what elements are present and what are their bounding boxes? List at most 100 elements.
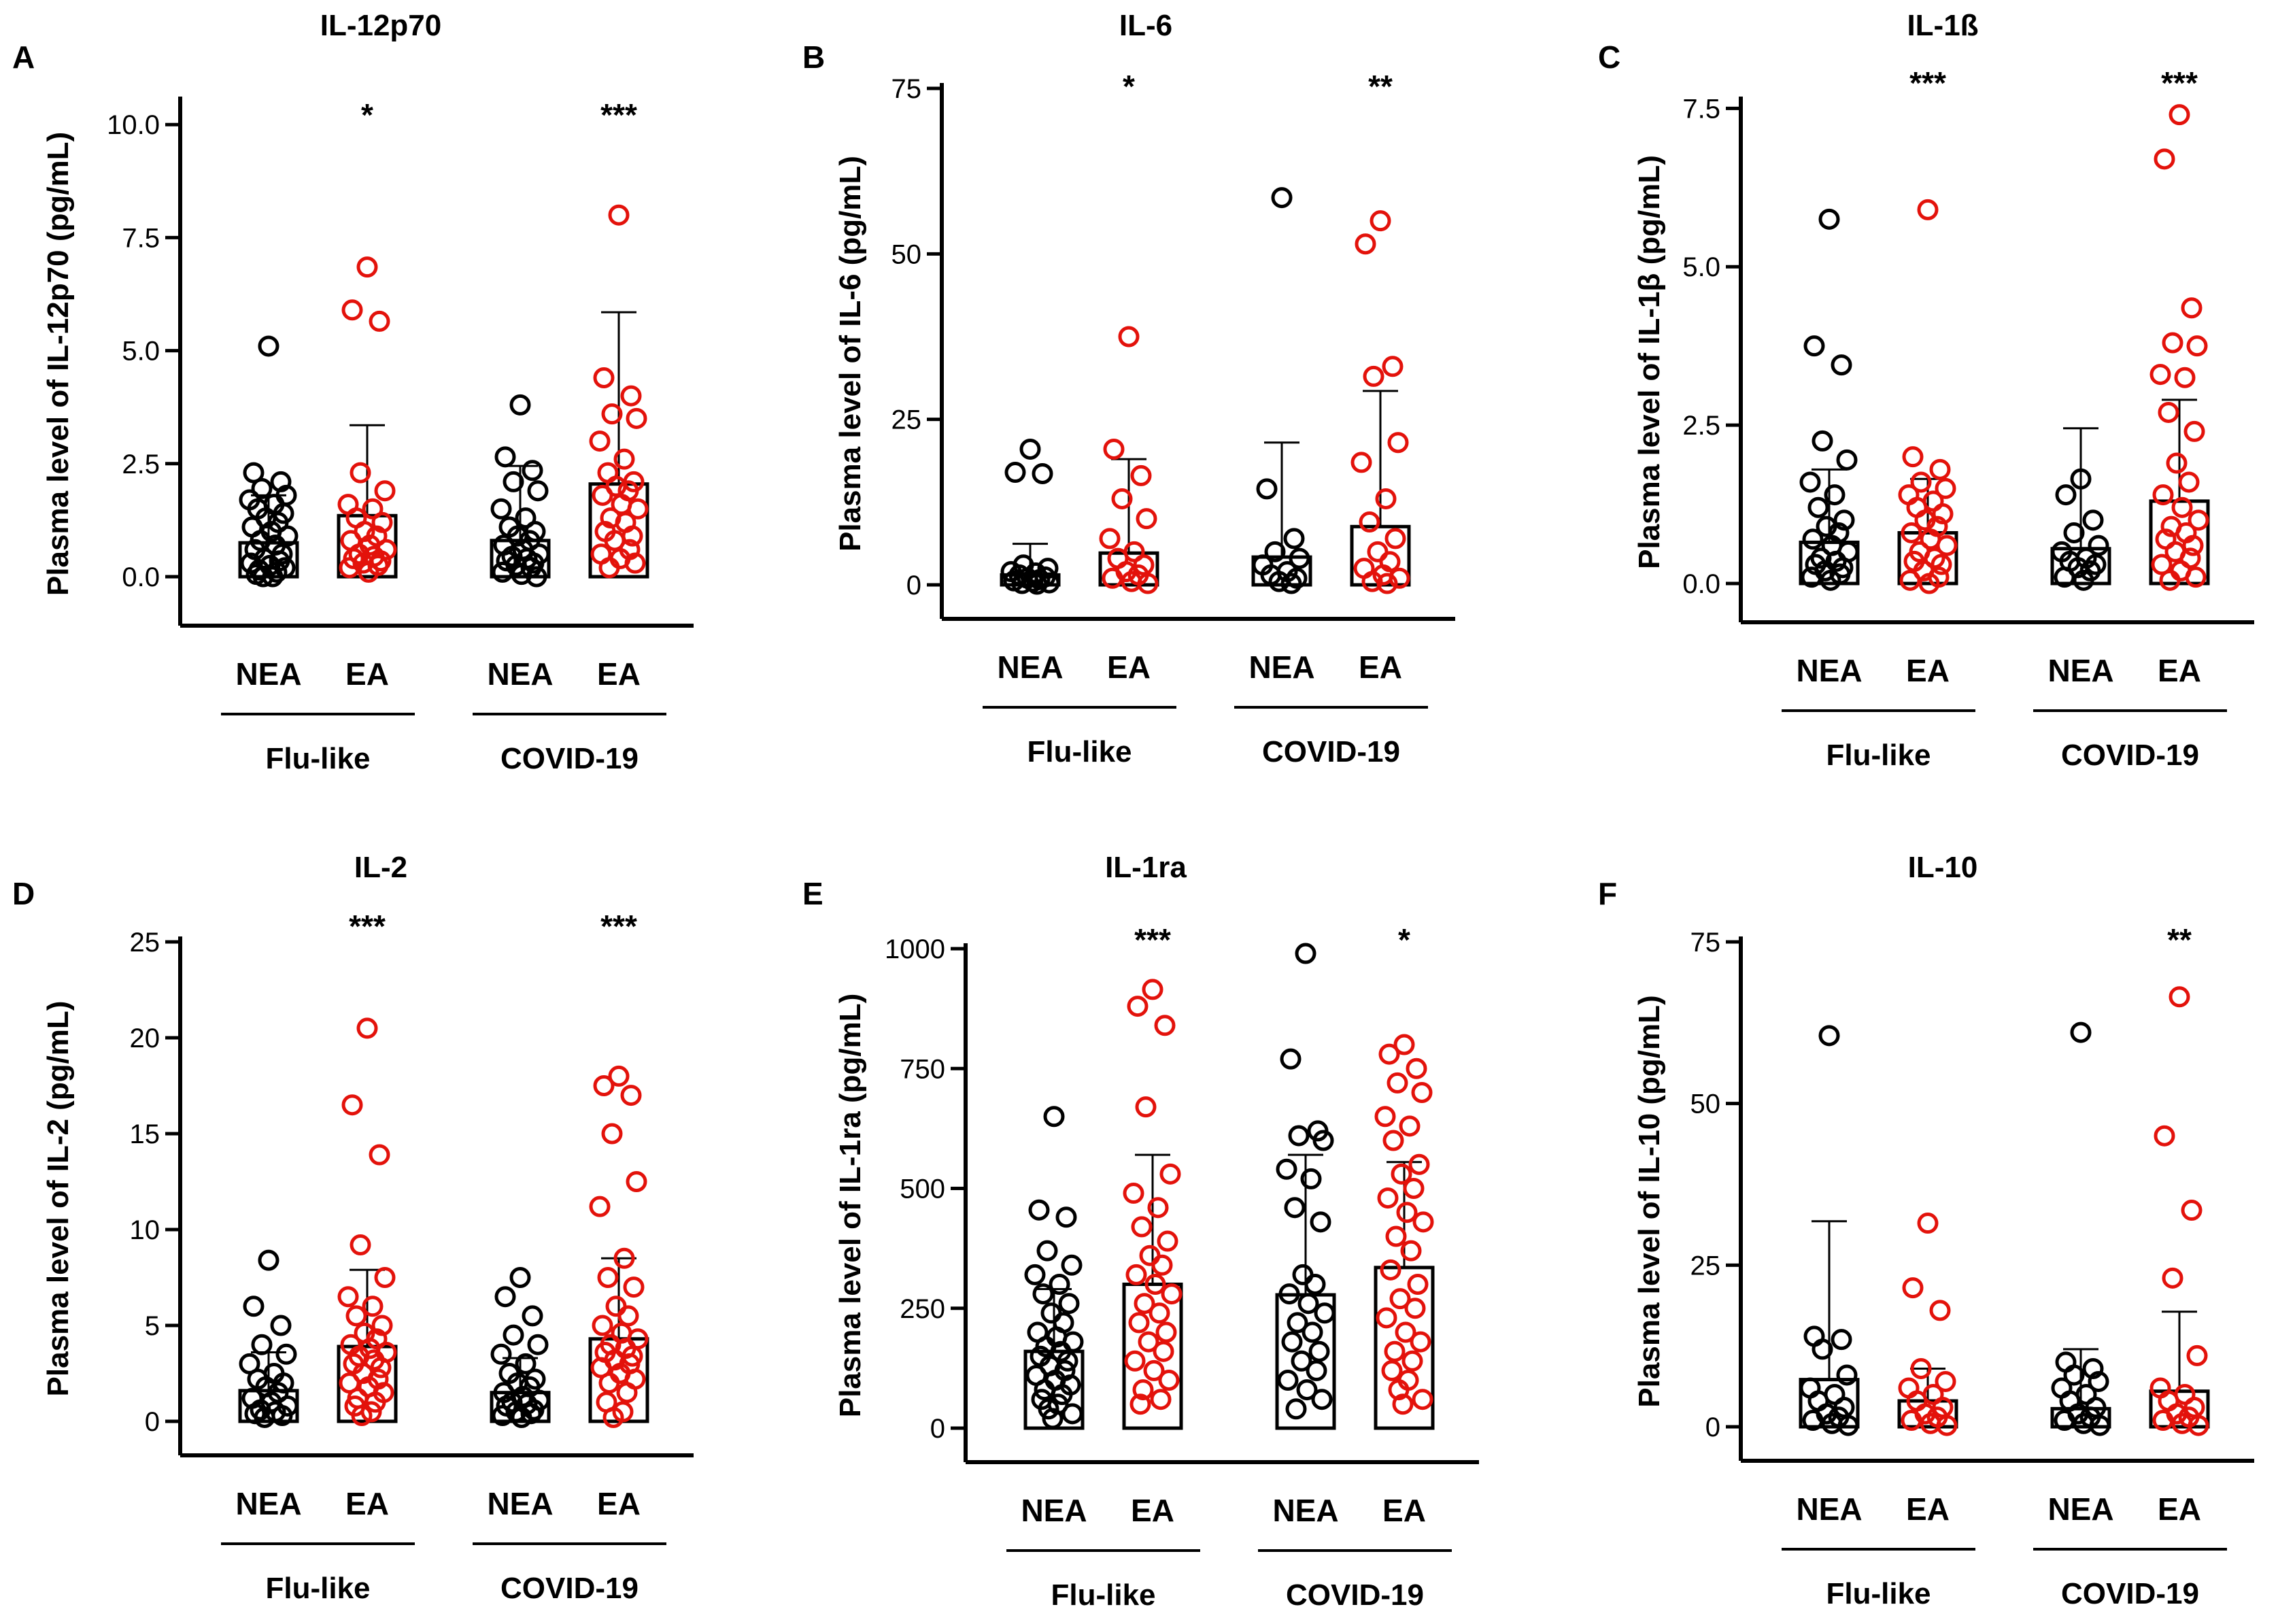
data-point xyxy=(1134,1293,1155,1315)
data-point xyxy=(1932,503,1954,525)
panel-title: IL-6 xyxy=(1119,9,1172,42)
y-tick-label: 10.0 xyxy=(107,110,160,140)
y-tick-label: 1000 xyxy=(885,934,945,964)
data-point xyxy=(2082,1357,2104,1379)
data-point xyxy=(1158,1370,1180,1391)
data-point xyxy=(589,1196,611,1217)
data-point xyxy=(1004,462,1026,484)
data-point xyxy=(1288,1125,1310,1147)
y-tick-label: 25 xyxy=(130,928,160,958)
data-point xyxy=(1936,1415,1958,1436)
data-point xyxy=(1803,1325,1825,1347)
data-point xyxy=(2070,1021,2092,1043)
data-point xyxy=(1103,438,1125,460)
data-point xyxy=(2186,1344,2208,1366)
data-point xyxy=(350,1234,371,1256)
data-point xyxy=(350,462,371,484)
significance-marker: ** xyxy=(2167,922,2192,958)
group-label: COVID-19 xyxy=(1262,735,1400,768)
data-point xyxy=(1355,233,1376,255)
data-point xyxy=(362,498,384,520)
data-point xyxy=(1898,1377,1920,1399)
data-point xyxy=(1102,567,1123,589)
data-point xyxy=(494,446,516,468)
data-point xyxy=(1833,509,1855,531)
significance-marker: *** xyxy=(2161,65,2198,101)
data-point xyxy=(2186,335,2208,357)
x-tick-label: EA xyxy=(345,1486,389,1521)
data-point xyxy=(1899,569,1921,591)
data-point xyxy=(2181,297,2203,319)
data-point xyxy=(1803,335,1825,357)
data-point xyxy=(515,507,537,529)
data-point xyxy=(1297,1293,1319,1315)
x-tick-label: EA xyxy=(345,656,389,692)
data-point xyxy=(1135,1096,1157,1118)
y-tick-label: 5.0 xyxy=(122,337,160,367)
x-tick-label: EA xyxy=(597,656,641,692)
data-point xyxy=(1132,1379,1154,1401)
data-point xyxy=(1292,1264,1314,1285)
x-tick-label: NEA xyxy=(235,656,301,692)
data-point xyxy=(1032,462,1053,484)
y-tick-label: 750 xyxy=(900,1054,945,1084)
data-point xyxy=(374,480,396,502)
data-point xyxy=(1818,1025,1840,1047)
data-point xyxy=(604,530,626,552)
data-point xyxy=(1032,1283,1054,1305)
data-point xyxy=(1150,1389,1172,1410)
data-point xyxy=(601,1123,623,1145)
significance-marker: *** xyxy=(349,909,386,944)
data-point xyxy=(1382,1130,1404,1151)
significance-marker: * xyxy=(1398,922,1410,958)
data-point xyxy=(1058,1293,1080,1315)
x-tick-label: EA xyxy=(2158,653,2201,688)
data-point xyxy=(362,1296,384,1317)
data-point xyxy=(1153,1340,1174,1362)
data-point xyxy=(601,403,623,425)
data-point xyxy=(1019,438,1041,460)
data-point xyxy=(2055,484,2077,506)
data-point xyxy=(1118,326,1140,348)
data-point xyxy=(1284,1197,1306,1219)
data-point xyxy=(626,1171,647,1192)
data-point xyxy=(1051,1384,1073,1406)
x-tick-label: NEA xyxy=(1021,1493,1087,1528)
data-point xyxy=(1910,471,1932,493)
data-point xyxy=(1143,1359,1165,1381)
group-label: COVID-19 xyxy=(2061,1577,2199,1610)
y-axis-label: Plasma level of IL-6 (pg/mL) xyxy=(834,156,867,552)
data-point xyxy=(1155,1321,1177,1343)
data-point xyxy=(490,1343,512,1365)
data-point xyxy=(1412,1389,1433,1410)
data-point xyxy=(1376,1307,1397,1329)
panel-letter: E xyxy=(802,876,823,911)
data-point xyxy=(1276,1158,1297,1180)
data-point xyxy=(1929,458,1951,480)
data-point xyxy=(1387,1072,1408,1094)
y-tick-label: 15 xyxy=(130,1119,160,1149)
y-tick-label: 0 xyxy=(906,571,921,600)
y-tick-label: 0.0 xyxy=(122,562,160,592)
data-point xyxy=(1361,571,1383,592)
x-tick-label: NEA xyxy=(487,1486,553,1521)
data-point xyxy=(1277,1370,1299,1391)
y-tick-label: 7.5 xyxy=(122,223,160,253)
data-point xyxy=(1935,477,1956,499)
data-point xyxy=(527,480,549,502)
data-point xyxy=(1410,1331,1431,1353)
data-point xyxy=(589,430,611,452)
x-tick-label: EA xyxy=(597,1486,641,1521)
data-point xyxy=(1099,528,1121,549)
data-point xyxy=(1406,1058,1427,1079)
data-point xyxy=(1359,511,1380,533)
data-point xyxy=(527,1334,549,1355)
data-point xyxy=(1149,1302,1170,1324)
data-point xyxy=(1147,1197,1169,1219)
data-point xyxy=(1151,1254,1173,1276)
panel-letter: F xyxy=(1598,876,1617,911)
data-point xyxy=(592,484,613,506)
data-point xyxy=(1400,1240,1422,1262)
data-point xyxy=(1831,354,1852,376)
